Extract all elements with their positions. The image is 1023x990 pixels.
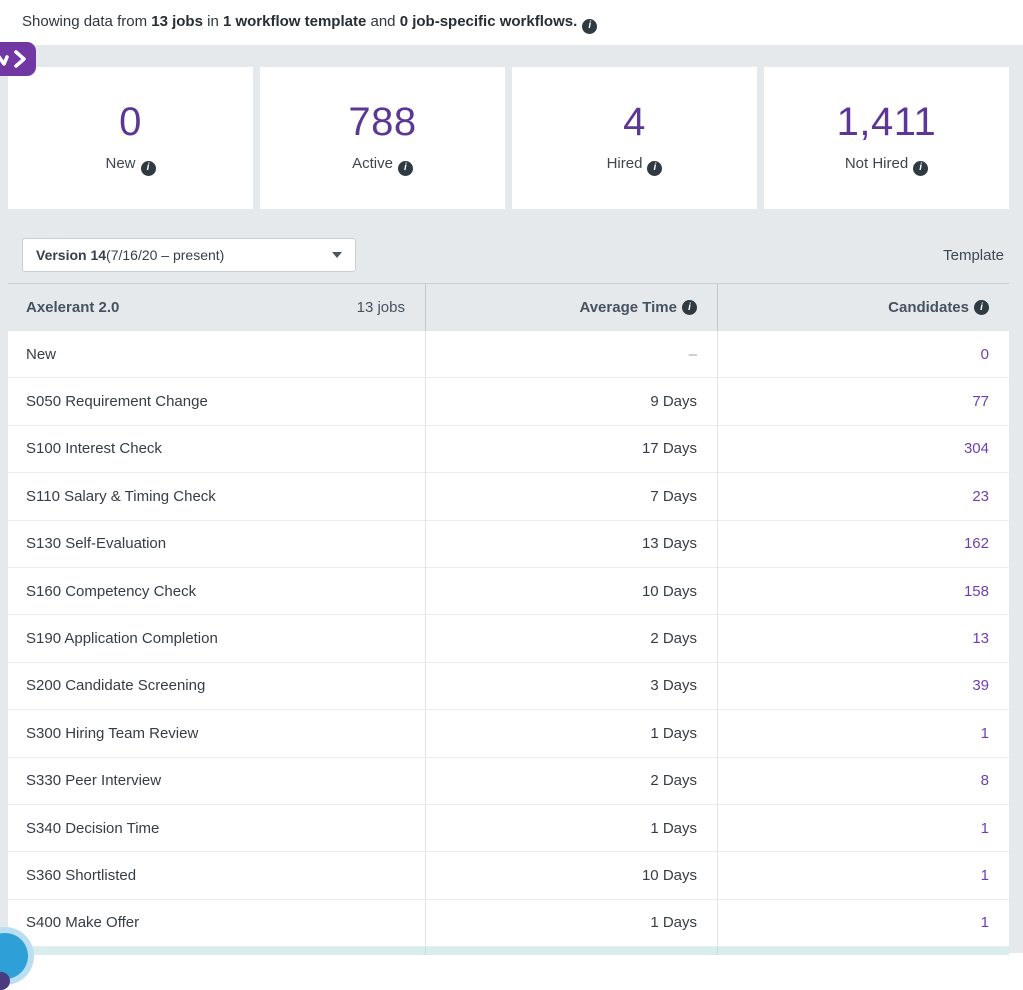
highlighted-row-partial	[8, 947, 1009, 956]
stage-average-time: 10 Days	[425, 852, 717, 900]
stage-candidates-link[interactable]: 158	[717, 567, 1009, 616]
chevron-right-icon	[0, 50, 26, 68]
table-row: S360 Shortlisted 10 Days 1	[8, 852, 1009, 900]
version-dropdown-dates: (7/16/20 – present)	[106, 247, 225, 263]
table-row: S200 Candidate Screening 3 Days 39	[8, 662, 1009, 711]
banner-jobs-count: 13 jobs	[151, 13, 203, 30]
stage-candidates-link[interactable]: 23	[717, 473, 1009, 521]
stat-value: 0	[119, 100, 142, 145]
table-row: S110 Salary & Timing Check 7 Days 23	[8, 473, 1009, 521]
table-row: S190 Application Completion 2 Days 13	[8, 615, 1009, 663]
column-header-average-time: Average Time	[579, 299, 677, 316]
data-scope-banner: Showing data from 13 jobs in 1 workflow …	[0, 0, 1023, 45]
stat-card-new: 0 New	[8, 67, 253, 209]
info-icon[interactable]	[647, 160, 663, 176]
stage-average-time: 3 Days	[425, 662, 717, 711]
stage-average-time: 2 Days	[425, 615, 717, 663]
version-dropdown-selected: Version 14	[36, 247, 107, 263]
stat-value: 788	[348, 100, 417, 145]
stage-candidates-link[interactable]: 0	[717, 331, 1009, 379]
stage-average-time: 1 Days	[425, 804, 717, 853]
stat-card-active: 788 Active	[260, 67, 505, 209]
stage-candidates-link[interactable]: 8	[717, 757, 1009, 805]
stage-candidates-link[interactable]: 1	[717, 710, 1009, 758]
info-icon[interactable]	[682, 300, 697, 315]
version-selector-row: Version 14 (7/16/20 – present) Template	[8, 238, 1009, 272]
stage-average-time: 9 Days	[425, 378, 717, 426]
stat-value: 1,411	[836, 100, 937, 145]
stage-name: S400 Make Offer	[8, 900, 425, 948]
stage-average-time: 1 Days	[425, 710, 717, 758]
stat-value: 4	[623, 100, 646, 145]
stage-candidates-link[interactable]: 39	[717, 662, 1009, 711]
banner-template-count: 1 workflow template	[222, 13, 367, 30]
info-icon[interactable]	[913, 160, 929, 176]
table-row: New – 0	[8, 331, 1009, 379]
stage-average-time: 17 Days	[425, 425, 717, 474]
table-row: S400 Make Offer 1 Days 1	[8, 899, 1009, 948]
stage-average-time: 10 Days	[425, 567, 717, 616]
stage-name: S160 Competency Check	[8, 568, 425, 616]
stage-candidates-link[interactable]: 13	[717, 615, 1009, 663]
stat-label: Active	[352, 155, 393, 173]
stage-average-time: 7 Days	[425, 473, 717, 521]
stage-average-time: 1 Days	[425, 899, 717, 948]
info-icon[interactable]	[974, 300, 989, 315]
stat-label: New	[105, 155, 136, 173]
info-icon[interactable]	[397, 160, 413, 176]
table-row: S100 Interest Check 17 Days 304	[8, 425, 1009, 474]
stat-cards-row: 0 New 788 Active 4 Hired 1,411 Not Hired	[8, 67, 1009, 209]
stage-name: S110 Salary & Timing Check	[8, 473, 425, 521]
stage-average-time: 13 Days	[425, 520, 717, 568]
table-row: S050 Requirement Change 9 Days 77	[8, 378, 1009, 426]
stage-name: S050 Requirement Change	[8, 378, 425, 426]
stage-candidates-link[interactable]: 77	[717, 378, 1009, 426]
stage-name: New	[8, 331, 425, 379]
stage-name: S360 Shortlisted	[8, 852, 425, 900]
stage-name: S190 Application Completion	[8, 615, 425, 663]
stage-name: S100 Interest Check	[8, 426, 425, 474]
workflow-title: Axelerant 2.0	[26, 299, 120, 316]
sidebar-expand-button[interactable]	[0, 42, 36, 76]
stage-candidates-link[interactable]: 304	[717, 425, 1009, 474]
table-row: S130 Self-Evaluation 13 Days 162	[8, 520, 1009, 568]
table-row: S340 Decision Time 1 Days 1	[8, 804, 1009, 853]
stage-candidates-link[interactable]: 1	[717, 852, 1009, 900]
table-header-row: Axelerant 2.0 13 jobs Average Time Candi…	[8, 284, 1009, 331]
info-icon[interactable]	[582, 18, 598, 34]
banner-text: Showing data from	[22, 13, 152, 30]
table-row: S330 Peer Interview 2 Days 8	[8, 757, 1009, 805]
stat-card-hired: 4 Hired	[512, 67, 757, 209]
column-header-candidates: Candidates	[888, 299, 969, 316]
chevron-down-icon	[332, 252, 342, 258]
stage-candidates-link[interactable]: 1	[717, 899, 1009, 948]
stat-label: Hired	[606, 155, 643, 173]
stage-name: S330 Peer Interview	[8, 758, 425, 805]
jobs-count: 13 jobs	[356, 299, 405, 316]
stage-name: S300 Hiring Team Review	[8, 710, 425, 758]
stage-average-time: 2 Days	[425, 757, 717, 805]
table-row: S300 Hiring Team Review 1 Days 1	[8, 710, 1009, 758]
banner-workflows-count: 0 job-specific workflows.	[399, 13, 578, 30]
stage-candidates-link[interactable]: 162	[717, 520, 1009, 568]
stat-card-not-hired: 1,411 Not Hired	[764, 67, 1009, 209]
report-content-area: 0 New 788 Active 4 Hired 1,411 Not Hired…	[0, 45, 1023, 956]
version-dropdown[interactable]: Version 14 (7/16/20 – present)	[22, 238, 356, 272]
info-icon[interactable]	[140, 160, 156, 176]
stat-label: Not Hired	[844, 155, 909, 173]
stage-candidates-link[interactable]: 1	[717, 804, 1009, 853]
stage-name: S340 Decision Time	[8, 805, 425, 853]
workflow-stages-table: Axelerant 2.0 13 jobs Average Time Candi…	[8, 283, 1009, 956]
template-label: Template	[943, 246, 1004, 264]
table-row: S160 Competency Check 10 Days 158	[8, 567, 1009, 616]
stage-name: S200 Candidate Screening	[8, 663, 425, 711]
stage-name: S130 Self-Evaluation	[8, 521, 425, 568]
stage-average-time: –	[425, 331, 717, 379]
